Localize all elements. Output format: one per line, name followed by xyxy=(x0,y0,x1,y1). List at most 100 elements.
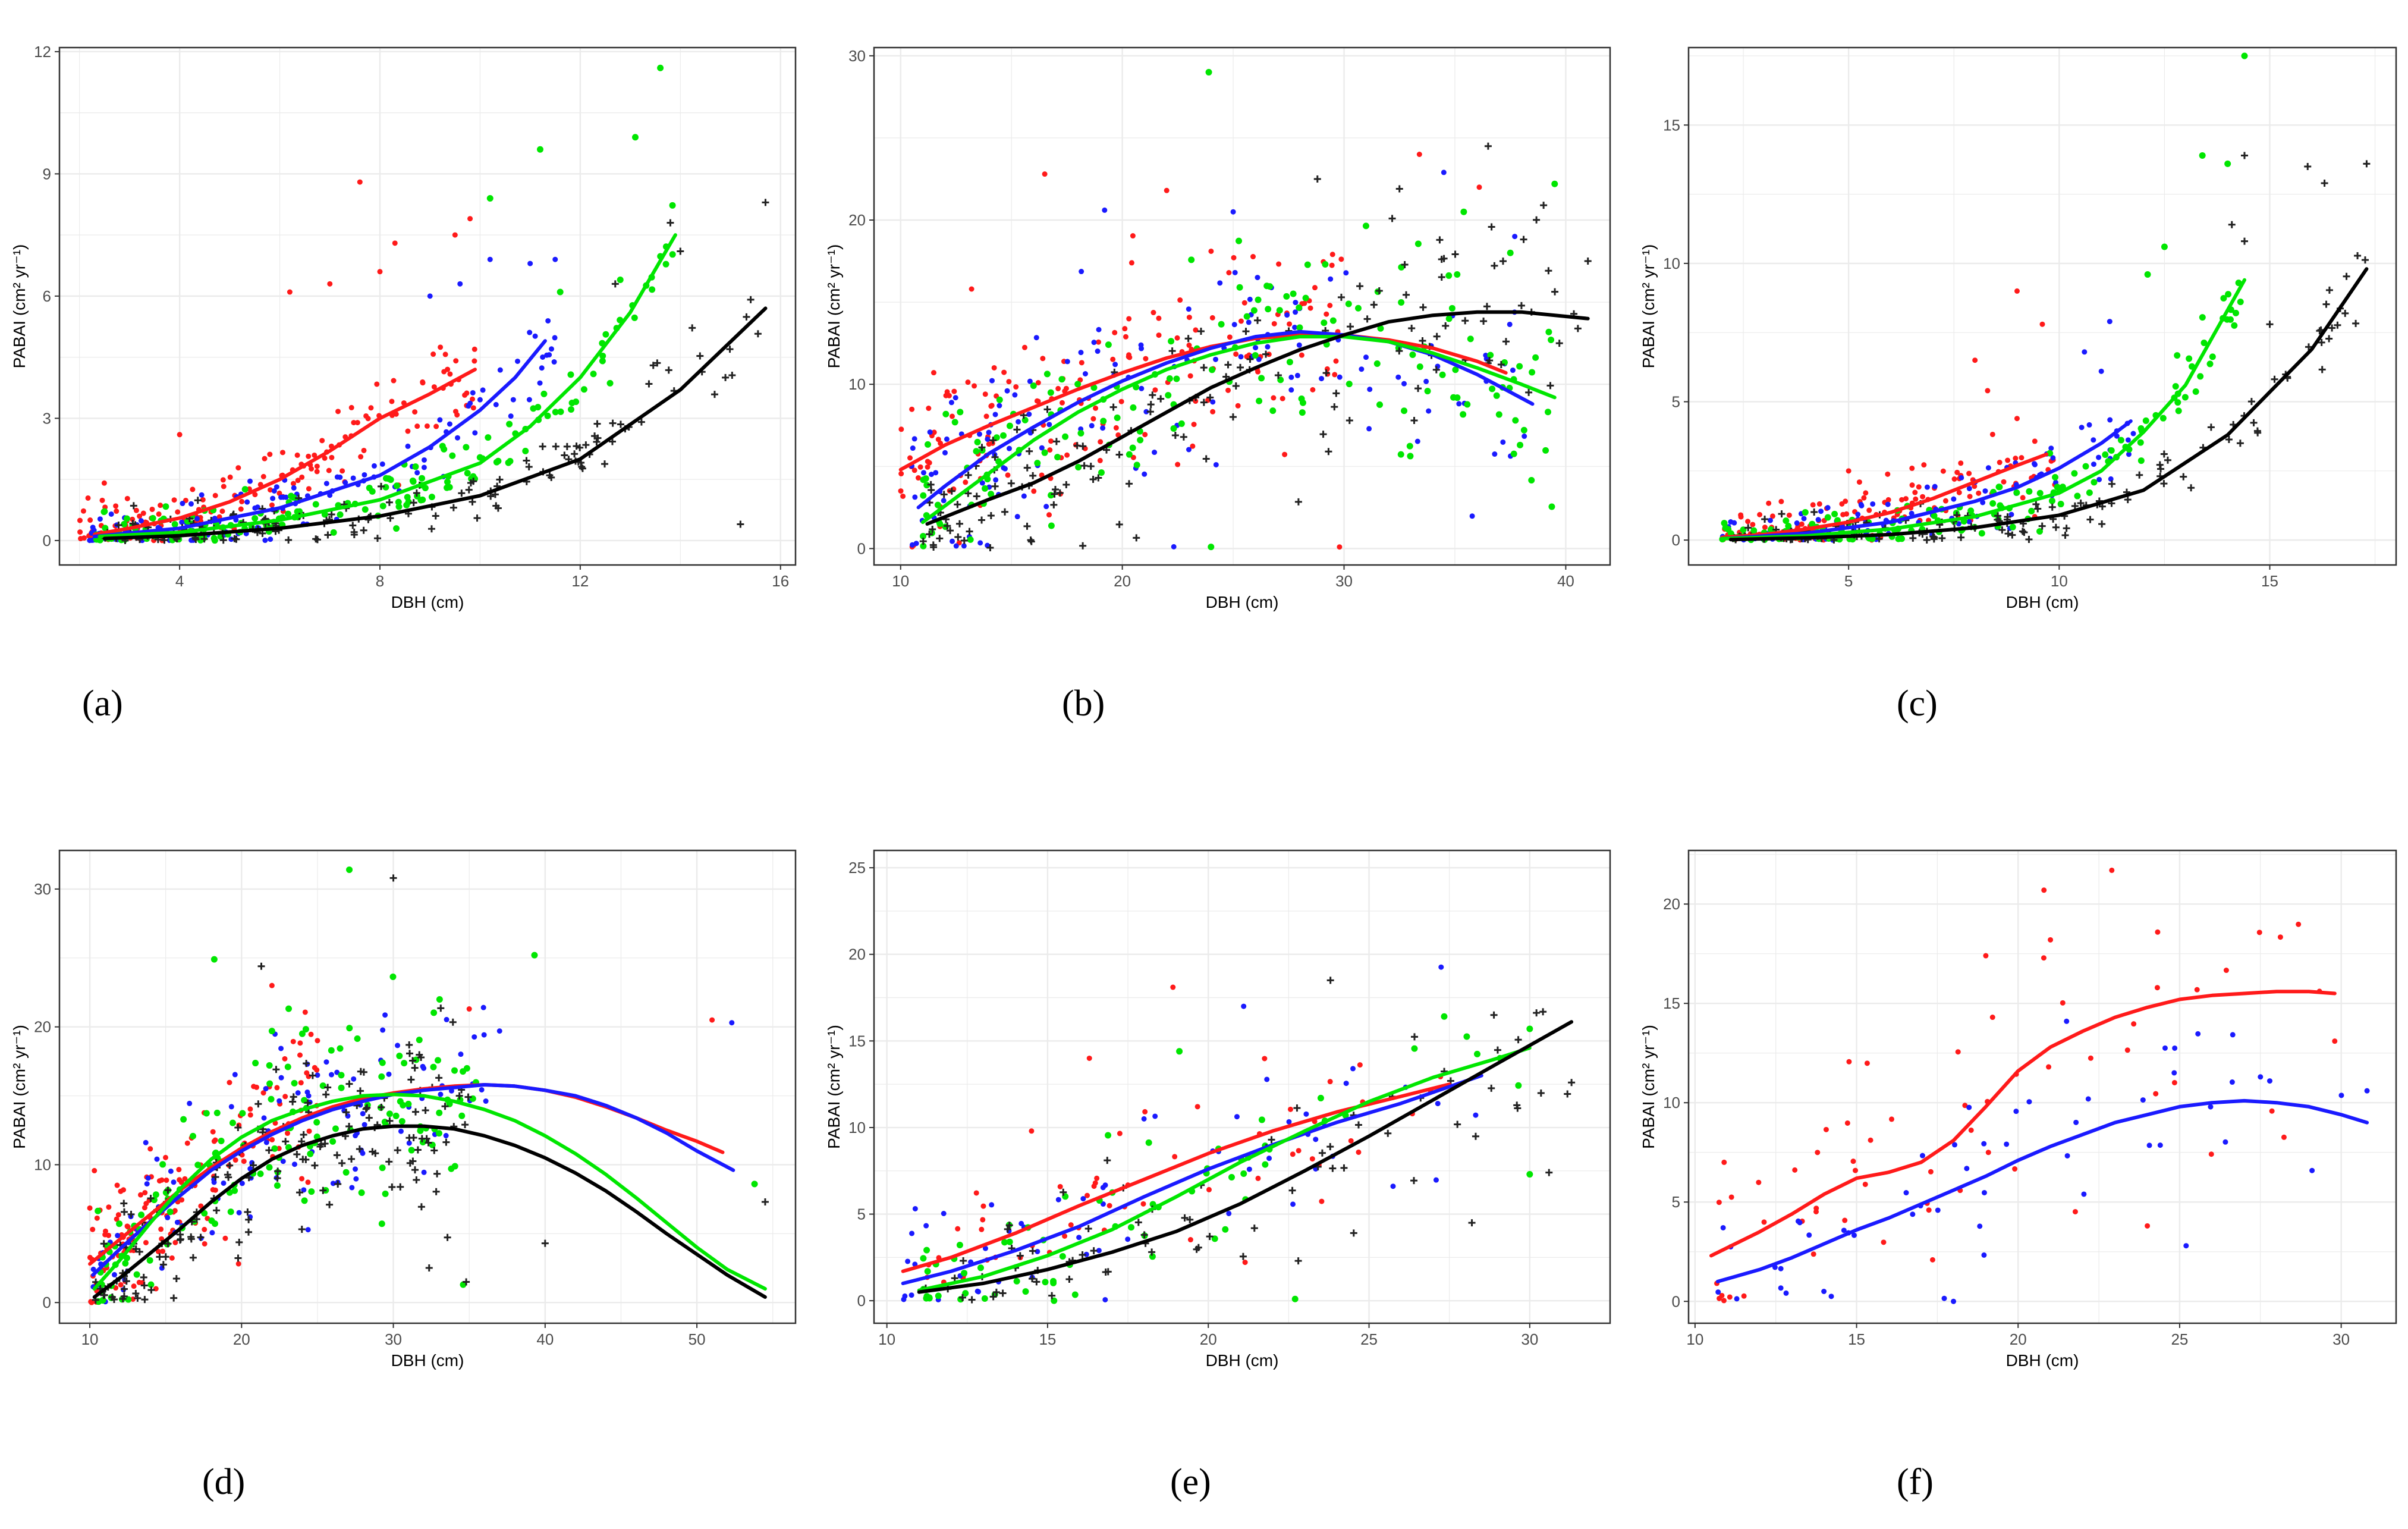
data-point xyxy=(298,1080,304,1086)
data-point xyxy=(453,358,459,364)
data-point xyxy=(1238,354,1244,360)
data-point xyxy=(1964,1166,1970,1172)
data-point xyxy=(1299,409,1306,416)
data-point xyxy=(1929,1257,1935,1263)
data-point xyxy=(2230,1032,2236,1038)
data-point xyxy=(1208,544,1215,551)
data-point xyxy=(1274,372,1282,379)
data-point xyxy=(1851,1232,1857,1238)
data-point xyxy=(989,1202,995,1208)
data-point xyxy=(351,1076,357,1082)
data-point xyxy=(218,1138,225,1145)
data-point xyxy=(458,1112,466,1119)
data-point xyxy=(1532,354,1539,361)
data-point xyxy=(551,359,557,365)
data-point xyxy=(933,470,939,476)
data-point xyxy=(974,438,981,445)
data-point xyxy=(1082,371,1088,377)
data-point xyxy=(121,520,128,528)
data-point xyxy=(1006,445,1012,451)
data-point xyxy=(1240,1170,1247,1177)
data-point xyxy=(991,365,997,371)
data-point xyxy=(2258,1074,2264,1080)
data-point xyxy=(2032,461,2038,467)
data-point xyxy=(545,318,551,324)
data-point xyxy=(1062,433,1069,440)
data-point xyxy=(294,452,300,458)
data-point xyxy=(262,538,268,544)
data-point xyxy=(329,1072,335,1078)
data-point xyxy=(1414,240,1422,247)
data-point xyxy=(1006,422,1013,429)
data-point xyxy=(2004,530,2012,538)
trend-line-blue xyxy=(1715,1098,2369,1283)
data-point xyxy=(978,516,986,524)
data-point xyxy=(1355,1121,1363,1129)
data-point xyxy=(477,397,483,403)
plot-background xyxy=(874,850,1610,1323)
data-point xyxy=(1438,274,1445,281)
data-point xyxy=(1390,1183,1396,1189)
data-point xyxy=(414,470,420,476)
data-point xyxy=(342,1169,350,1176)
data-point xyxy=(1126,316,1132,322)
data-point xyxy=(1980,500,1986,506)
data-point xyxy=(1129,444,1136,451)
data-point xyxy=(212,1173,219,1181)
data-point xyxy=(1126,451,1133,458)
data-point xyxy=(2079,425,2085,431)
data-point xyxy=(437,417,443,423)
data-point xyxy=(541,1239,549,1247)
y-tick-label: 25 xyxy=(848,859,866,877)
data-point xyxy=(1909,482,1915,488)
data-point xyxy=(1727,1294,1733,1300)
x-tick-label: 10 xyxy=(2051,572,2068,590)
data-point xyxy=(1197,328,1205,335)
data-point xyxy=(302,1156,310,1163)
data-point xyxy=(1079,269,1084,275)
data-point xyxy=(1126,352,1132,358)
data-point xyxy=(1292,324,1298,330)
data-point xyxy=(561,451,568,459)
data-point xyxy=(335,409,341,415)
data-point xyxy=(1741,1293,1747,1299)
data-point xyxy=(1090,1247,1098,1255)
data-point xyxy=(1291,1295,1299,1302)
data-point xyxy=(142,1205,147,1211)
data-point xyxy=(657,64,664,71)
data-point xyxy=(973,448,980,455)
data-point xyxy=(2186,355,2193,362)
data-point xyxy=(446,483,453,491)
data-point xyxy=(1480,317,1488,325)
data-point xyxy=(1092,1180,1098,1186)
data-point xyxy=(531,952,538,959)
data-point xyxy=(369,488,376,495)
data-point xyxy=(451,1067,458,1074)
data-point xyxy=(936,535,944,542)
data-point xyxy=(2322,300,2330,308)
data-point xyxy=(1171,544,1177,550)
data-point xyxy=(210,956,218,963)
data-point xyxy=(346,1025,353,1032)
data-point xyxy=(95,1207,102,1214)
data-point xyxy=(2241,152,2248,159)
data-point xyxy=(467,479,474,487)
data-point xyxy=(425,1264,433,1271)
data-point xyxy=(113,503,119,509)
scatter-series-red xyxy=(898,152,1482,550)
data-point xyxy=(980,1217,986,1223)
x-tick-label: 10 xyxy=(81,1330,99,1348)
x-tick-label: 50 xyxy=(689,1330,706,1348)
data-point xyxy=(290,494,297,501)
data-point xyxy=(94,1215,100,1221)
data-point xyxy=(593,438,601,445)
data-point xyxy=(271,488,277,494)
data-point xyxy=(187,1100,193,1106)
data-point xyxy=(980,1203,986,1209)
data-point xyxy=(199,492,205,498)
data-point xyxy=(1329,1164,1337,1172)
data-point xyxy=(322,455,328,461)
data-point xyxy=(1090,384,1098,391)
data-point xyxy=(1157,395,1165,403)
